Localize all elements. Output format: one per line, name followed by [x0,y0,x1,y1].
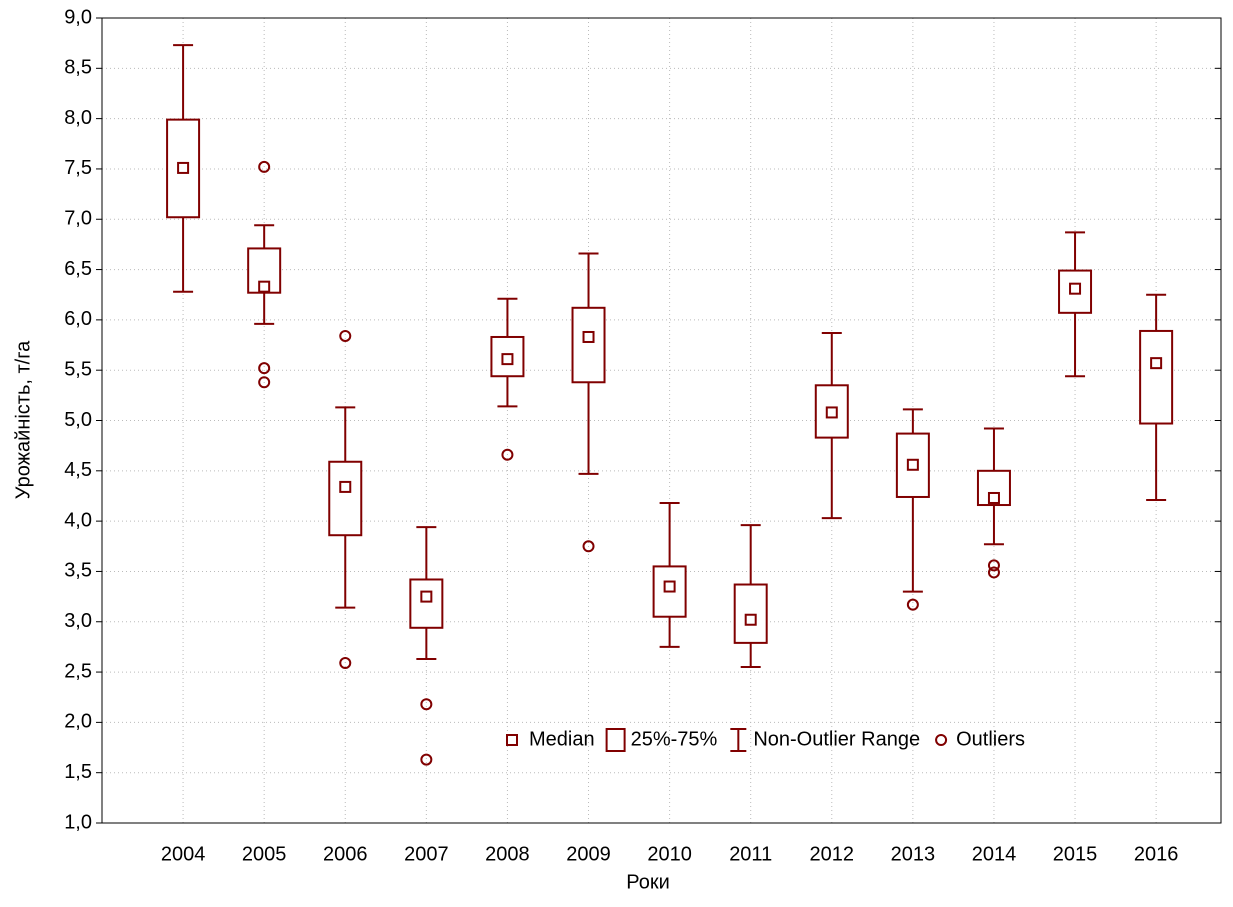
median [825,406,838,419]
box [1058,269,1093,314]
median [744,613,757,626]
y-tick-label: 1,5 [64,761,92,783]
median [906,458,919,471]
median [177,161,190,174]
box [328,460,363,537]
y-tick-label: 7,0 [64,208,92,230]
median [663,580,676,593]
median [987,491,1000,504]
legend-outlier [935,734,948,746]
x-tick-label: 2014 [972,843,1017,865]
x-tick-label: 2016 [1134,843,1179,865]
median [1150,357,1163,370]
box [733,583,768,644]
legend-median [506,734,518,746]
median [420,590,433,603]
median [1069,282,1082,295]
outlier [582,540,595,553]
median [339,480,352,493]
box [490,335,525,378]
legend-label: 25%-75% [631,728,718,750]
y-tick-label: 6,0 [64,308,92,330]
y-axis-title: Урожайність, т/га [12,340,34,499]
outlier [258,376,271,389]
y-tick-label: 1,0 [64,811,92,833]
y-tick-label: 5,0 [64,409,92,431]
legend-label: Outliers [956,728,1025,750]
x-tick-label: 2013 [891,843,936,865]
outlier [906,598,919,611]
legend-label: Median [529,728,595,750]
y-tick-label: 2,5 [64,660,92,682]
outlier [339,329,352,342]
outlier [258,160,271,173]
legend: Median 25%-75% Non-Outlier Range Outliers [506,728,1025,752]
outlier [987,566,1000,579]
y-tick-label: 3,5 [64,560,92,582]
x-tick-label: 2008 [485,843,530,865]
y-tick-label: 2,0 [64,711,92,733]
x-axis-title: Роки [626,871,670,893]
x-tick-label: 2012 [810,843,855,865]
y-tick-label: 3,0 [64,610,92,632]
y-tick-label: 7,5 [64,157,92,179]
x-tick-label: 2010 [647,843,692,865]
legend-label: Non-Outlier Range [753,728,920,750]
box [571,306,606,384]
y-tick-label: 8,5 [64,57,92,79]
x-tick-label: 2011 [729,843,772,865]
outlier [420,698,433,711]
outlier [420,753,433,766]
y-tick-label: 6,5 [64,258,92,280]
y-tick-label: 5,5 [64,358,92,380]
box [247,247,282,294]
box [814,384,849,439]
box [1139,329,1174,425]
box [976,469,1011,507]
plot-frame [101,17,1222,824]
x-tick-label: 2005 [242,843,287,865]
box [166,118,201,219]
y-tick-label: 8,0 [64,107,92,129]
box [895,432,930,498]
median [501,353,514,366]
outlier [258,362,271,375]
y-tick-label: 4,5 [64,459,92,481]
outlier [339,657,352,670]
y-tick-label: 4,0 [64,509,92,531]
x-tick-label: 2009 [566,843,611,865]
legend-box [605,728,626,752]
x-tick-label: 2006 [323,843,368,865]
outlier [501,448,514,461]
x-tick-label: 2015 [1053,843,1098,865]
y-tick-label: 9,0 [64,6,92,28]
outlier [987,559,1000,572]
x-tick-label: 2004 [161,843,206,865]
x-tick-label: 2007 [404,843,449,865]
median [258,280,271,293]
box [409,578,444,629]
median [582,330,595,343]
